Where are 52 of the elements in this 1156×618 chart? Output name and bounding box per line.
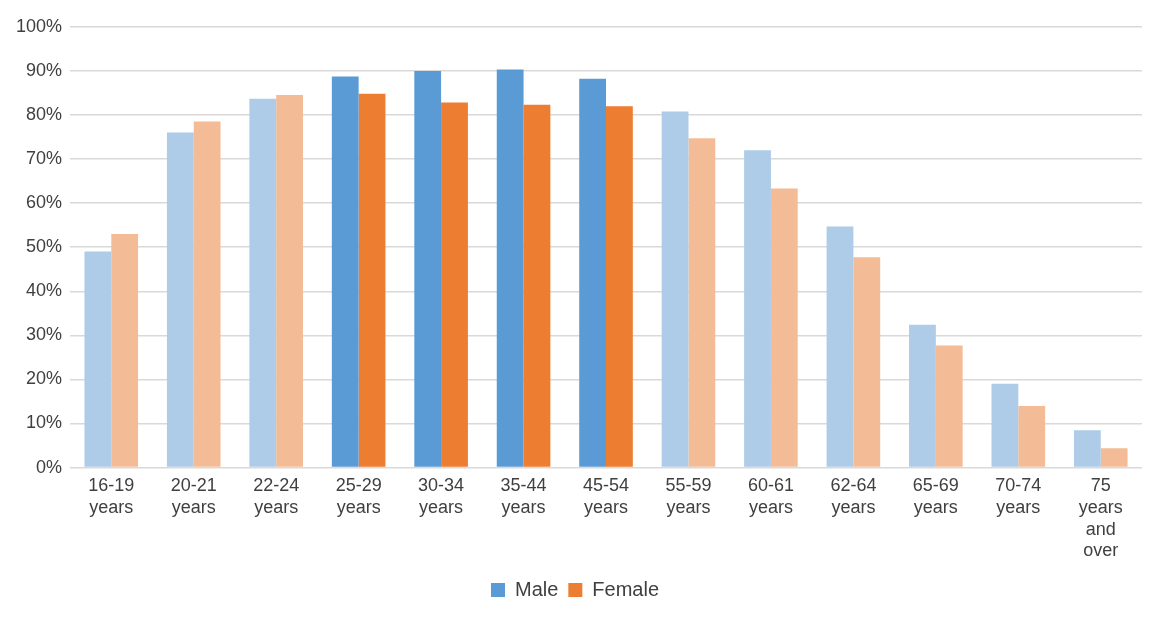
y-tick-label: 20% (26, 368, 63, 389)
bar (1073, 430, 1101, 467)
x-tick-label: 45-54 years (583, 475, 630, 517)
bar (909, 324, 936, 467)
bar (606, 106, 633, 467)
y-tick-label: 90% (26, 59, 63, 80)
y-tick-label: 40% (26, 280, 63, 301)
x-tick-label: 75 years and over (1078, 475, 1123, 561)
bar (276, 95, 303, 467)
bar (853, 257, 881, 467)
y-tick-label: 70% (26, 148, 63, 169)
bar (688, 138, 716, 467)
y-tick-label: 100% (15, 15, 63, 36)
bar (523, 104, 551, 467)
bar (744, 150, 771, 467)
bar (193, 121, 221, 467)
y-tick-label: 50% (26, 236, 63, 257)
x-tick-label: 25-29 years (335, 475, 382, 517)
y-tick-label: 60% (26, 192, 63, 213)
bar (84, 251, 112, 467)
x-tick-label: 16-19 years (88, 475, 135, 517)
x-tick-label: 35-44 years (500, 475, 547, 517)
x-tick-label: 70-74 years (995, 475, 1042, 517)
x-tick-label: 30-34 years (418, 475, 465, 517)
bar (579, 78, 607, 467)
x-tick-label: 65-69 years (912, 475, 959, 517)
x-tick-label: 62-64 years (830, 475, 877, 517)
bar (1100, 448, 1128, 467)
bar (414, 70, 442, 467)
bar (441, 102, 468, 467)
bar (661, 111, 689, 467)
x-tick-label: 55-59 years (665, 475, 712, 517)
bar (770, 188, 798, 467)
bar (111, 233, 139, 467)
legend-label: Female (592, 577, 660, 600)
legend-label: Male (514, 577, 559, 600)
bar (991, 383, 1019, 467)
bar (1018, 405, 1046, 467)
y-tick-label: 30% (26, 324, 63, 345)
x-tick-label: 20-21 years (170, 475, 217, 517)
y-tick-label: 0% (36, 456, 63, 477)
y-tick-label: 10% (26, 412, 63, 433)
bar (331, 76, 359, 467)
x-tick-label: 60-61 years (747, 475, 794, 517)
bar (496, 69, 524, 467)
bar (249, 98, 277, 467)
x-tick-label: 22-24 years (253, 475, 300, 517)
bar (166, 132, 194, 467)
bar (358, 93, 386, 467)
bar (826, 226, 854, 467)
bar (935, 345, 963, 467)
y-tick-label: 80% (26, 103, 63, 124)
